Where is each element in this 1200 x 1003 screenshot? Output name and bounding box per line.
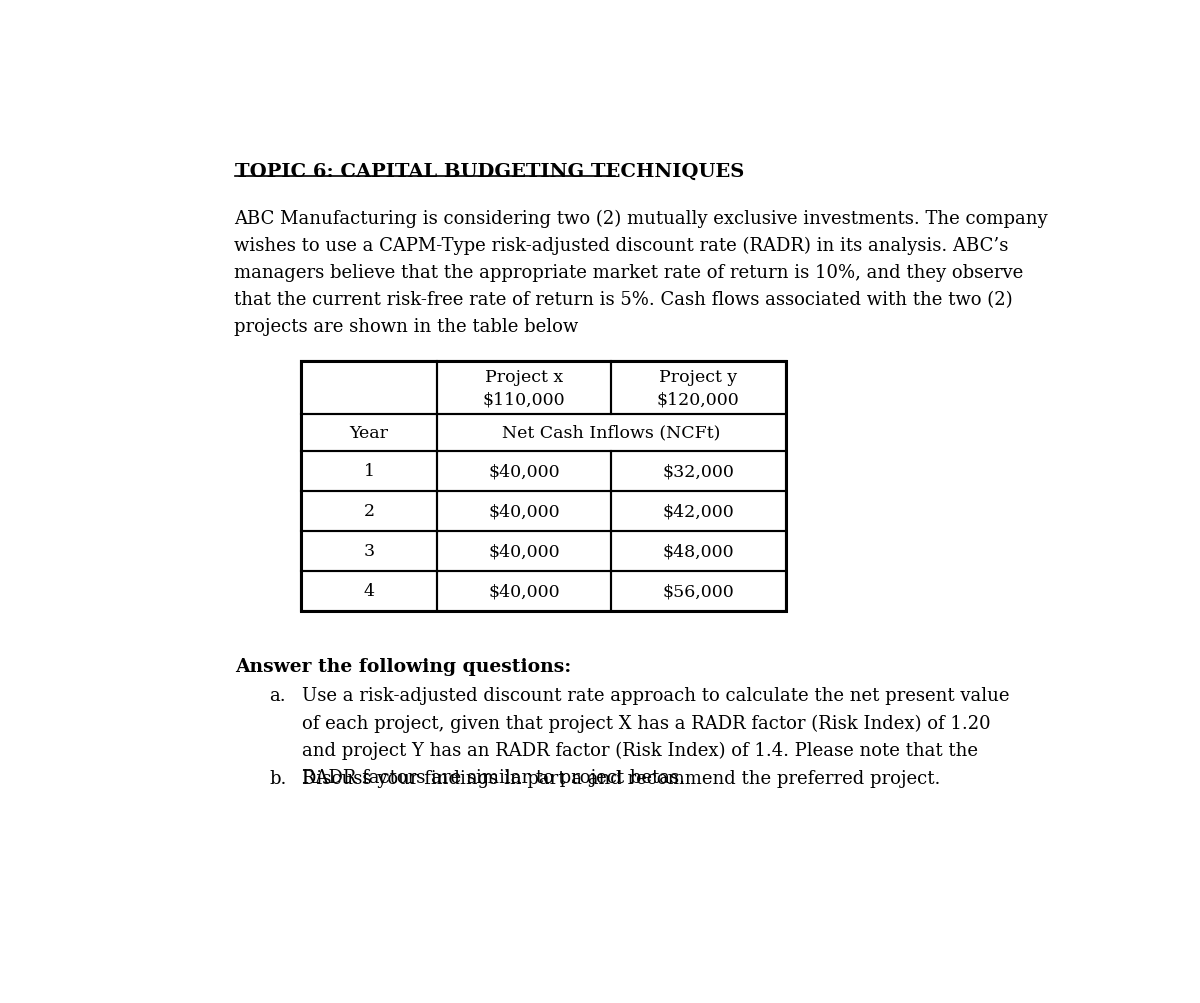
Text: Project y
$120,000: Project y $120,000 xyxy=(656,368,739,407)
Text: $40,000: $40,000 xyxy=(488,462,559,479)
Bar xyxy=(437,571,611,611)
Bar xyxy=(611,451,786,491)
Text: $32,000: $32,000 xyxy=(662,462,734,479)
Bar xyxy=(611,571,786,611)
Text: 4: 4 xyxy=(364,583,374,600)
Bar xyxy=(611,491,786,532)
Text: 2: 2 xyxy=(364,503,374,520)
Bar xyxy=(437,451,611,491)
Text: $42,000: $42,000 xyxy=(662,503,734,520)
Bar xyxy=(301,491,437,532)
Text: Project x
$110,000: Project x $110,000 xyxy=(482,368,565,407)
Text: $40,000: $40,000 xyxy=(488,543,559,560)
Text: $48,000: $48,000 xyxy=(662,543,734,560)
Bar xyxy=(301,451,437,491)
Bar xyxy=(437,532,611,571)
Bar xyxy=(437,362,611,414)
Text: $40,000: $40,000 xyxy=(488,503,559,520)
Bar xyxy=(301,414,437,451)
Text: 3: 3 xyxy=(364,543,374,560)
Text: 1: 1 xyxy=(364,462,374,479)
Text: $40,000: $40,000 xyxy=(488,583,559,600)
Bar xyxy=(301,362,786,611)
Bar xyxy=(611,362,786,414)
Bar xyxy=(301,571,437,611)
Bar xyxy=(437,414,786,451)
Bar xyxy=(301,532,437,571)
Bar xyxy=(301,362,437,414)
Text: TOPIC 6: CAPITAL BUDGETING TECHNIQUES: TOPIC 6: CAPITAL BUDGETING TECHNIQUES xyxy=(235,162,744,181)
Text: Answer the following questions:: Answer the following questions: xyxy=(235,657,571,675)
Text: Year: Year xyxy=(349,424,389,441)
Text: Discuss your findings in part a and recommend the preferred project.: Discuss your findings in part a and reco… xyxy=(301,769,940,787)
Text: b.: b. xyxy=(269,769,287,787)
Text: $56,000: $56,000 xyxy=(662,583,734,600)
Text: Use a risk-adjusted discount rate approach to calculate the net present value
of: Use a risk-adjusted discount rate approa… xyxy=(301,686,1009,786)
Text: ABC Manufacturing is considering two (2) mutually exclusive investments. The com: ABC Manufacturing is considering two (2)… xyxy=(234,210,1048,336)
Bar xyxy=(437,491,611,532)
Text: Net Cash Inflows (NCFt): Net Cash Inflows (NCFt) xyxy=(502,424,720,441)
Text: a.: a. xyxy=(269,686,286,704)
Bar xyxy=(611,532,786,571)
